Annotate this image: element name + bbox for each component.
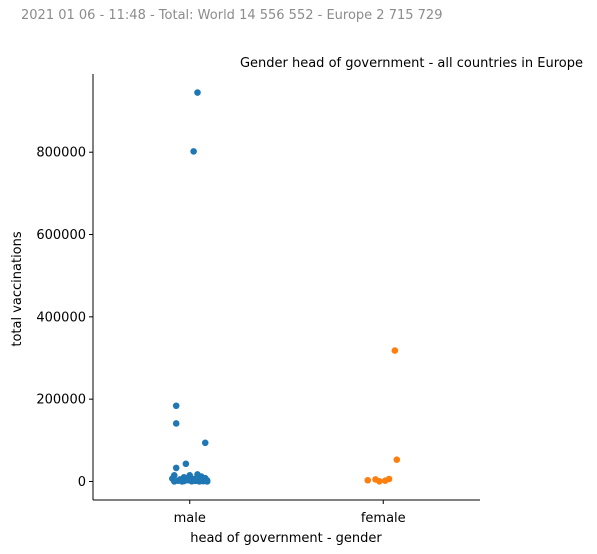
x-tick-label: male xyxy=(174,511,206,526)
data-point-male xyxy=(172,402,180,410)
data-point-male xyxy=(172,464,180,472)
x-tick-label: female xyxy=(361,511,406,526)
data-point-female xyxy=(376,477,383,485)
x-axis-label: head of government - gender xyxy=(190,531,382,546)
y-axis-label: total vaccinations xyxy=(10,231,25,347)
y-tick-label: 600000 xyxy=(36,228,86,243)
data-point-male xyxy=(196,478,203,485)
y-tick-label: 800000 xyxy=(36,146,86,161)
data-point-male xyxy=(178,478,186,485)
data-point-female xyxy=(391,347,399,354)
data-point-male xyxy=(190,148,197,155)
data-point-male xyxy=(188,477,195,485)
data-point-female xyxy=(364,476,372,484)
figure-suptitle: 2021 01 06 - 11:48 - Total: World 14 556… xyxy=(21,8,443,23)
chart-title: Gender head of government - all countrie… xyxy=(240,56,583,71)
y-tick-label: 200000 xyxy=(36,393,86,408)
y-tick-label: 0 xyxy=(78,475,86,490)
plot-area: 0 200000 400000 600000 800000 male female xyxy=(36,74,480,526)
data-point-male xyxy=(182,460,190,468)
data-point-male xyxy=(170,478,178,485)
data-point-male xyxy=(172,420,180,427)
data-point-female xyxy=(381,477,389,484)
data-point-male xyxy=(203,478,211,485)
data-point-female xyxy=(393,456,401,463)
data-point-male xyxy=(201,439,209,447)
data-point-male xyxy=(194,89,201,96)
y-tick-label: 400000 xyxy=(36,310,86,325)
